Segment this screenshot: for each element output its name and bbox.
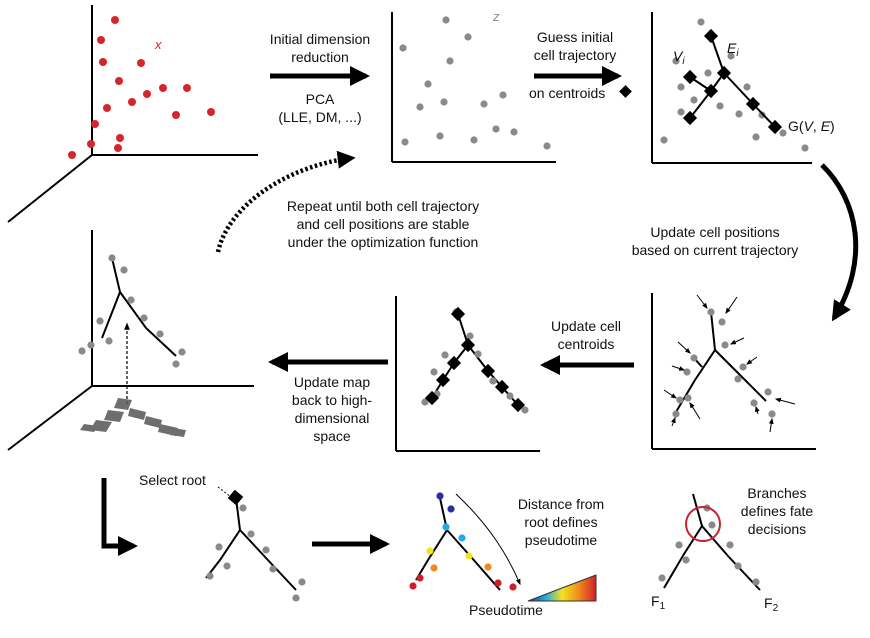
update-centroids-caption: Update cell centroids xyxy=(550,318,622,352)
grey-cell-points xyxy=(78,254,186,368)
3d-axes xyxy=(7,5,258,223)
grey-cell-points xyxy=(658,504,760,586)
centroid-nodes xyxy=(424,306,526,413)
grey-cell-points xyxy=(421,308,529,414)
panel-update-positions xyxy=(651,293,816,450)
node-v-label: Vi xyxy=(673,48,685,67)
fate-f2-label: F2 xyxy=(764,595,779,614)
red-cell-points xyxy=(68,16,215,159)
panel-pseudotime xyxy=(409,492,597,602)
step1-method-caption: PCA (LLE, DM, ...) xyxy=(278,91,362,125)
axis-z-label: z xyxy=(493,9,500,24)
repeat-dotted-arrow xyxy=(215,150,356,253)
2d-axes xyxy=(391,12,556,163)
branch-point-circle-icon xyxy=(685,506,721,542)
centroid-legend-diamond-icon xyxy=(619,85,632,98)
edge-e-label: Ei xyxy=(727,40,739,59)
fate-f1-label: F1 xyxy=(651,593,666,612)
select-root-caption: Select root xyxy=(139,472,206,488)
grey-cell-points xyxy=(206,504,306,602)
trajectory-tree xyxy=(239,529,297,591)
initial-trajectory-tree xyxy=(689,35,726,119)
panel-updated-centroids xyxy=(395,296,540,452)
initial-trajectory-tree xyxy=(723,72,776,128)
repeat-caption: Repeat until both cell trajectory and ce… xyxy=(286,198,480,250)
distance-caption: Distance from root defines pseudotime xyxy=(517,496,605,548)
trajectory-tree xyxy=(701,525,761,591)
update-positions-caption: Update cell positions based on current t… xyxy=(631,224,799,258)
trajectory-tree xyxy=(119,291,177,357)
trajectory-tree xyxy=(663,493,704,589)
step1-caption: Initial dimension reduction xyxy=(269,31,371,65)
axis-x-label: x xyxy=(155,37,162,52)
trajectory-tree xyxy=(205,497,242,579)
graph-label: G(V, E) xyxy=(788,118,835,134)
projected-shadow xyxy=(80,398,186,437)
update-map-caption: Update map back to high- dimensional spa… xyxy=(291,374,373,444)
panel-select-root xyxy=(205,486,306,602)
step2-centroids-caption: on centroids xyxy=(529,85,606,101)
curved-arrow-update-positions xyxy=(820,163,859,322)
grey-cell-points xyxy=(399,16,551,150)
panel-high-dim-data xyxy=(7,5,258,223)
step2-caption: Guess initial cell trajectory xyxy=(533,29,617,63)
branches-caption: Branches defines fate decisions xyxy=(740,485,814,537)
grey-cell-points xyxy=(672,308,776,418)
panel-branches xyxy=(658,493,761,591)
position-update-arrows xyxy=(663,294,796,433)
trajectory-tree xyxy=(431,313,470,399)
trajectory-tree xyxy=(101,257,122,339)
panel-initial-trajectory xyxy=(651,12,812,164)
pseudotime-direction-arrow xyxy=(455,493,521,586)
pseudotime-legend-label: Pseudotime xyxy=(469,602,543,618)
pseudotime-colorbar xyxy=(527,574,597,602)
centroid-nodes xyxy=(682,28,783,135)
trajectory-tree xyxy=(446,529,501,591)
panel-reduced-space xyxy=(391,12,556,163)
root-node-icon xyxy=(227,489,244,506)
panel-high-dim-mapping xyxy=(7,230,254,451)
trajectory-tree xyxy=(415,497,449,581)
l-shaped-arrow xyxy=(101,478,138,556)
pseudotime-colored-cells xyxy=(409,492,517,591)
